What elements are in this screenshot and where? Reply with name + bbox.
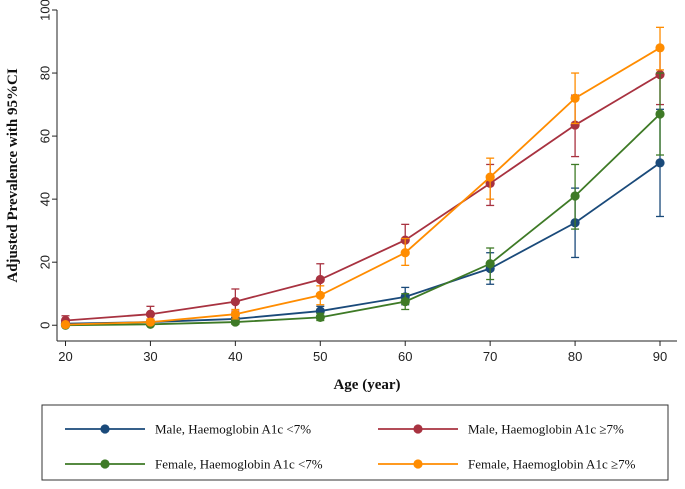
axes: 0 20 40 60 80 100 20 30 40 50 60 70 80 90 Age (year) Ad… [5, 0, 677, 393]
data-point [570, 120, 580, 130]
x-tick-label: 60 [398, 349, 412, 364]
data-point [145, 309, 156, 319]
x-tick-label: 80 [568, 349, 582, 364]
data-point [315, 274, 325, 285]
x-tick-label: 30 [143, 349, 157, 364]
data-point [400, 248, 410, 258]
series-line [65, 73, 661, 322]
legend-entry-2: Female, Haemoglobin A1c <7% [65, 457, 323, 472]
x-tick-label: 90 [653, 349, 667, 364]
plot-area [60, 26, 665, 330]
series-line [65, 113, 661, 327]
series-3 [60, 26, 665, 330]
legend-marker [100, 459, 110, 469]
y-tick-label: 80 [38, 66, 53, 80]
y-tick-label: 40 [38, 192, 53, 206]
x-tick-label: 70 [483, 349, 497, 364]
legend-label: Male, Haemoglobin A1c ≥7% [468, 422, 624, 437]
legend: Male, Haemoglobin A1c <7% Male, Haemoglob… [41, 404, 669, 481]
data-point [655, 109, 665, 119]
y-tick-label: 20 [38, 255, 53, 269]
legend-marker [413, 424, 423, 434]
legend-entry-0: Male, Haemoglobin A1c <7% [65, 422, 311, 437]
data-point [315, 312, 325, 322]
data-point [655, 158, 665, 168]
y-axis-title: Adjusted Prevalence with 95%CI [5, 68, 21, 282]
data-point [570, 93, 580, 103]
y-tick-label: 60 [38, 129, 53, 143]
series-0 [60, 108, 665, 329]
legend-marker [100, 424, 110, 434]
series-2 [60, 72, 665, 330]
legend-entry-1: Male, Haemoglobin A1c ≥7% [378, 422, 624, 437]
legend-label: Male, Haemoglobin A1c <7% [155, 422, 311, 437]
data-point [485, 259, 495, 269]
y-tick-label: 100 [38, 0, 53, 21]
legend-entry-3: Female, Haemoglobin A1c ≥7% [378, 457, 636, 472]
legend-marker [413, 459, 423, 469]
data-point [230, 309, 240, 319]
series-line [65, 162, 661, 325]
y-tick-label: 0 [38, 322, 53, 329]
x-tick-label: 50 [313, 349, 327, 364]
data-point [230, 296, 240, 307]
x-tick-label: 40 [228, 349, 242, 364]
data-point [315, 290, 325, 300]
data-point [230, 317, 240, 327]
data-point [570, 191, 580, 201]
x-axis-title: Age (year) [333, 377, 400, 393]
series-1 [60, 45, 665, 326]
data-point [145, 317, 156, 327]
data-point [485, 172, 495, 182]
series-line [65, 47, 661, 326]
x-tick-label: 20 [58, 349, 72, 364]
legend-box [41, 404, 669, 481]
data-point [655, 43, 665, 53]
legend-label: Female, Haemoglobin A1c <7% [155, 457, 323, 472]
legend-label: Female, Haemoglobin A1c ≥7% [468, 457, 636, 472]
data-point [400, 296, 410, 307]
data-point [60, 320, 71, 330]
